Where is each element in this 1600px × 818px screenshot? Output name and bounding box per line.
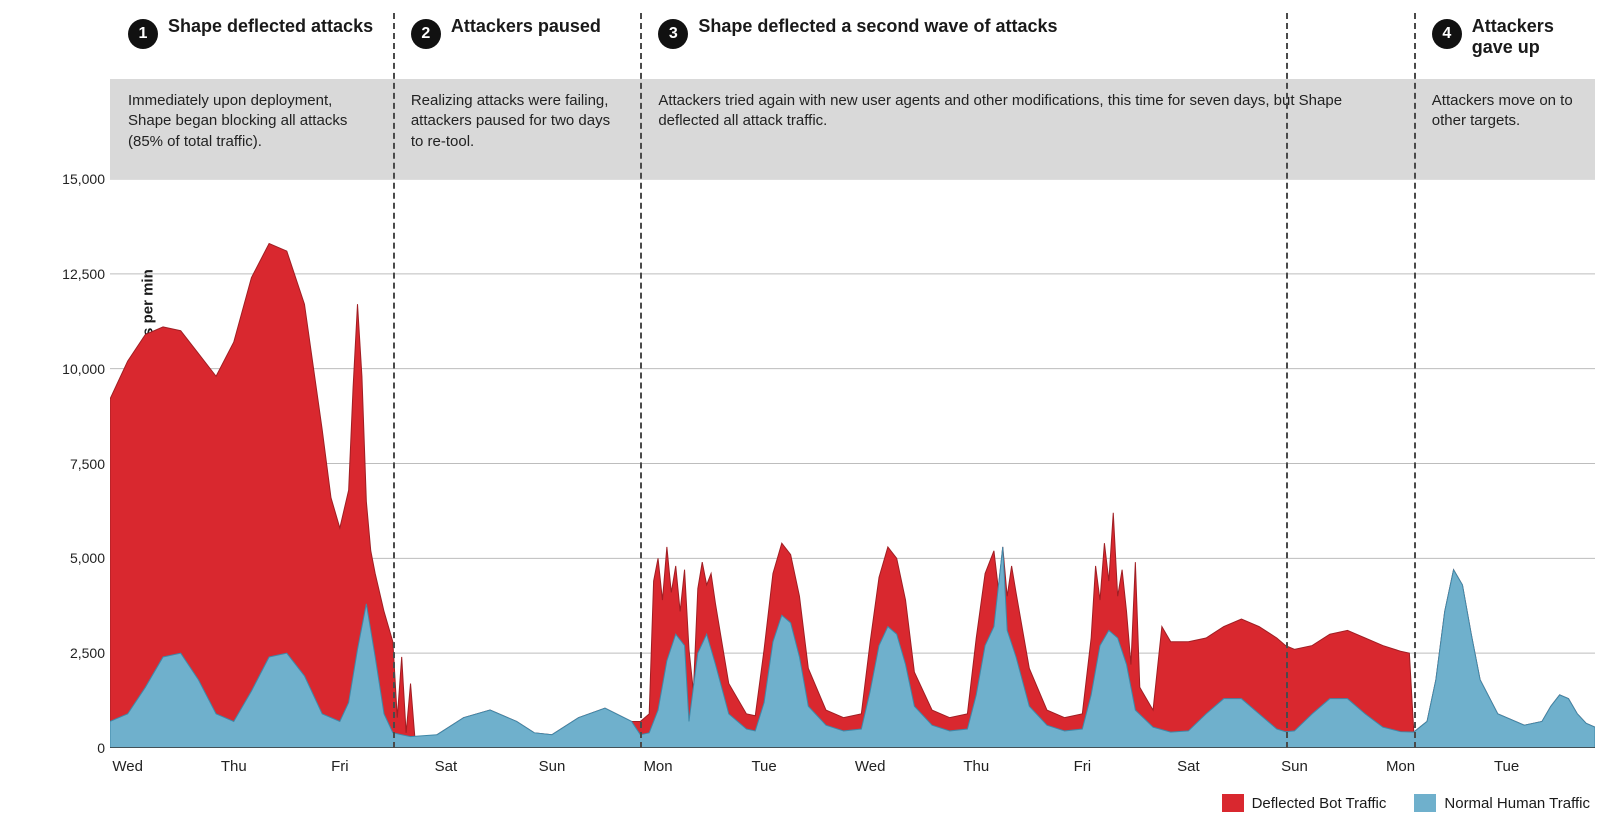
phase-desc: Attackers tried again with new user agen… [640, 91, 1413, 132]
phase-header: 4 Attackers gave up [1414, 13, 1595, 73]
phase-header: 2 Attackers paused [393, 13, 641, 73]
x-tick-label: Thu [221, 758, 247, 775]
legend-swatch-bot [1222, 794, 1244, 812]
phase-title: Attackers gave up [1472, 16, 1595, 57]
phase-desc: Immediately upon deployment, Shape began… [110, 91, 393, 152]
legend-swatch-human [1414, 794, 1436, 812]
x-tick-label: Tue [1494, 758, 1519, 775]
chart-plot [110, 179, 1595, 748]
phase-desc-band: Immediately upon deployment, Shape began… [110, 79, 1595, 179]
y-tick: 5,000 [70, 550, 105, 566]
y-tick: 7,500 [70, 456, 105, 472]
phase-desc: Realizing attacks were failing, attacker… [393, 91, 641, 152]
phase-divider [640, 13, 642, 748]
x-tick-label: Mon [643, 758, 672, 775]
phase-title: Shape deflected a second wave of attacks [698, 16, 1069, 37]
x-tick-label: Sat [1177, 758, 1200, 775]
legend-item-human: Normal Human Traffic [1414, 794, 1590, 812]
y-tick: 15,000 [62, 171, 105, 187]
phase-desc: Attackers move on to other targets. [1414, 91, 1595, 132]
phase-badge: 4 [1432, 19, 1462, 49]
x-tick-label: Fri [331, 758, 349, 775]
phase-headers: 1 Shape deflected attacks 2 Attackers pause… [110, 13, 1595, 73]
phase-badge: 3 [658, 19, 688, 49]
x-tick-label: Wed [855, 758, 886, 775]
traffic-infographic: Total Website Traffic - requests per min… [0, 0, 1600, 818]
y-tick: 10,000 [62, 361, 105, 377]
legend-label-bot: Deflected Bot Traffic [1252, 795, 1387, 812]
phase-title: Attackers paused [451, 16, 613, 37]
x-tick-label: Sat [435, 758, 458, 775]
area-chart-svg [110, 179, 1595, 748]
phase-badge: 1 [128, 19, 158, 49]
phase-title: Shape deflected attacks [168, 16, 385, 37]
x-tick-label: Fri [1074, 758, 1092, 775]
x-tick-label: Tue [751, 758, 776, 775]
phase-header: 1 Shape deflected attacks [110, 13, 393, 73]
phase-divider [1414, 13, 1416, 748]
x-tick-label: Sun [539, 758, 566, 775]
x-tick-label: Sun [1281, 758, 1308, 775]
x-tick-label: Thu [963, 758, 989, 775]
x-tick-label: Mon [1386, 758, 1415, 775]
y-tick: 2,500 [70, 645, 105, 661]
phase-badge: 2 [411, 19, 441, 49]
phase-divider [1286, 13, 1288, 748]
phase-header: 3 Shape deflected a second wave of attack… [640, 13, 1413, 73]
y-tick: 12,500 [62, 266, 105, 282]
legend-label-human: Normal Human Traffic [1444, 795, 1590, 812]
chart-legend: Deflected Bot Traffic Normal Human Traff… [1222, 794, 1590, 812]
y-tick: 0 [97, 740, 105, 756]
phase-divider [393, 13, 395, 748]
legend-item-bot: Deflected Bot Traffic [1222, 794, 1387, 812]
x-tick-label: Wed [112, 758, 143, 775]
